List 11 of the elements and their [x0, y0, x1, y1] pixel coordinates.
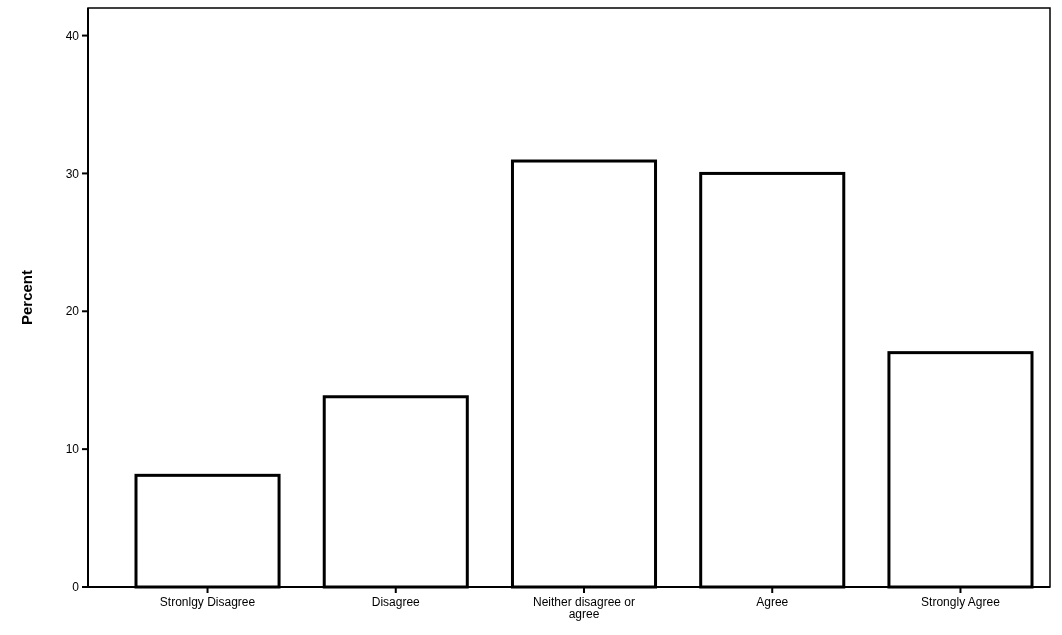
- y-tick-label: 10: [65, 442, 80, 457]
- y-tick-label: 40: [65, 28, 80, 43]
- x-tick-label: Disagree: [371, 595, 421, 609]
- x-tick-label: Agree: [756, 595, 789, 609]
- x-tick-label: Neither disagree or agree: [532, 595, 636, 621]
- y-tick-label: 20: [65, 304, 80, 319]
- y-tick-label: 30: [65, 166, 80, 181]
- y-axis-title: Percent: [18, 269, 35, 326]
- x-tick-label: Stronlgy Disagree: [159, 595, 256, 609]
- y-tick-label: 0: [72, 580, 80, 595]
- x-tick-label: Strongly Agree: [921, 595, 1001, 609]
